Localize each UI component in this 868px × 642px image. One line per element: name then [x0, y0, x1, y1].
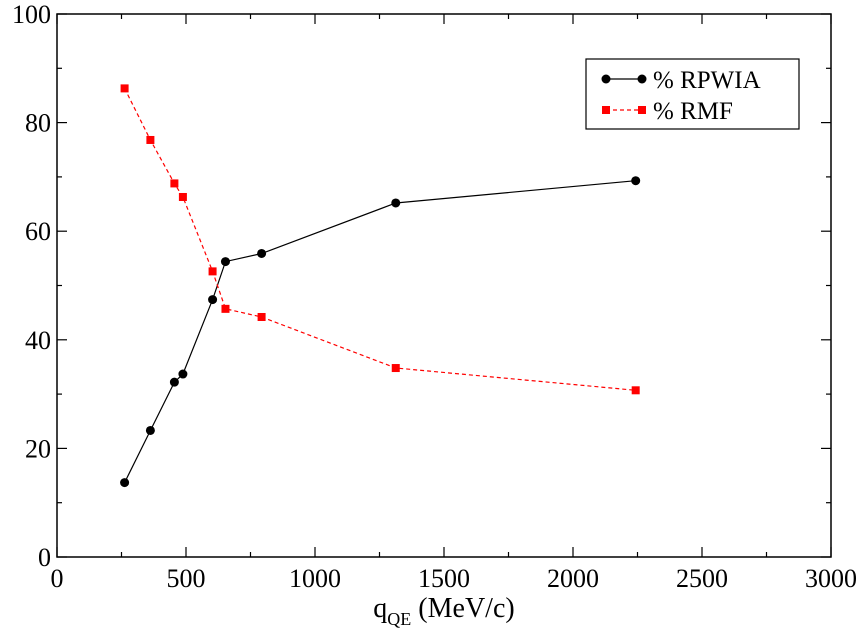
- x-tick-label: 2500: [676, 564, 728, 593]
- data-point: [178, 192, 187, 201]
- series-1: [120, 84, 640, 395]
- legend-label-rpwia: % RPWIA: [653, 67, 761, 94]
- data-point: [391, 198, 401, 208]
- tick-labels: 0 500 1000 1500 2000 2500 3000 0 20 40 60 80 100: [12, 0, 857, 593]
- data-point: [120, 478, 130, 488]
- data-point: [208, 295, 218, 305]
- data-point: [178, 369, 188, 379]
- data-point: [631, 386, 640, 395]
- data-point: [169, 377, 179, 387]
- series-line: [124, 180, 636, 483]
- series-layer: [120, 84, 641, 488]
- x-tick-label: 500: [167, 564, 206, 593]
- legend-item-rmf: % RMF: [602, 98, 733, 125]
- x-tick-label: 1000: [289, 564, 341, 593]
- data-point: [221, 304, 230, 313]
- data-point: [146, 135, 155, 144]
- legend-item-rpwia: % RPWIA: [601, 67, 761, 94]
- x-axis-label: qQE (MeV/c): [373, 593, 514, 629]
- y-tick-label: 80: [25, 109, 51, 138]
- y-tick-label: 40: [25, 326, 51, 355]
- y-tick-label: 60: [25, 217, 51, 246]
- data-point: [120, 84, 129, 93]
- legend-marker-rmf: [602, 106, 610, 114]
- legend-label-rmf: % RMF: [653, 98, 733, 125]
- legend: % RPWIA % RMF: [585, 58, 800, 130]
- x-tick-label: 3000: [805, 564, 857, 593]
- y-tick-label: 20: [25, 434, 51, 463]
- x-tick-label: 0: [51, 564, 64, 593]
- data-point: [391, 364, 400, 373]
- data-point: [257, 312, 266, 321]
- data-point: [220, 257, 230, 267]
- y-tick-label: 0: [38, 543, 51, 572]
- series-0: [120, 176, 641, 488]
- legend-box: [585, 58, 800, 130]
- legend-marker-rpwia: [601, 74, 611, 84]
- data-point: [208, 267, 217, 276]
- x-tick-label: 1500: [418, 564, 470, 593]
- axis-ticks: [56, 13, 832, 558]
- data-point: [631, 176, 641, 186]
- data-point: [145, 425, 155, 435]
- data-point: [257, 248, 267, 258]
- y-tick-label: 100: [12, 0, 51, 29]
- data-point: [170, 179, 179, 188]
- series-line: [124, 88, 636, 391]
- legend-marker-rmf: [638, 106, 646, 114]
- x-tick-label: 2000: [547, 564, 599, 593]
- legend-marker-rpwia: [637, 74, 647, 84]
